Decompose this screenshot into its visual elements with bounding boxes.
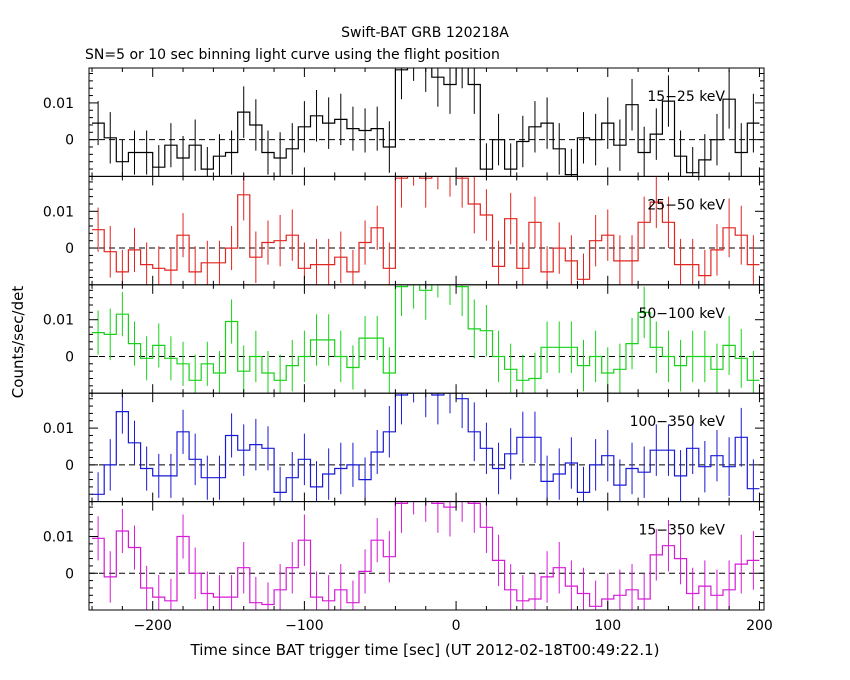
- step-line: [92, 501, 760, 607]
- panel-frame: [88, 501, 765, 611]
- y-tick-label: 0: [65, 349, 74, 365]
- chart-subtitle: SN=5 or 10 sec binning light curve using…: [85, 47, 500, 63]
- series-15-25-keV: [92, 68, 760, 177]
- y-tick-label: 0.01: [43, 96, 74, 112]
- step-line: [92, 68, 760, 176]
- x-tick-label: −100: [285, 618, 323, 634]
- panel-5: 0 0.01 15−350 keV: [43, 501, 765, 611]
- panel-4: 0 0.01 100−350 keV: [43, 392, 765, 503]
- panel-2: 0 0.01 25−50 keV: [43, 175, 765, 286]
- x-tick-label: 200: [746, 618, 773, 634]
- panel-frame: [88, 284, 765, 394]
- panel-1: 0 0.01 15−25 keV: [43, 67, 765, 177]
- y-tick-label: 0: [65, 458, 74, 474]
- series-15-350-keV: [92, 501, 760, 610]
- y-tick-label: 0: [65, 133, 74, 149]
- y-tick-label: 0: [65, 566, 74, 582]
- y-axis-label: Counts/sec/det: [9, 286, 27, 399]
- band-label: 25−50 keV: [647, 197, 725, 213]
- y-tick-label: 0.01: [43, 204, 74, 220]
- chart-title: Swift-BAT GRB 120218A: [341, 25, 509, 41]
- band-label: 15−25 keV: [647, 89, 725, 105]
- x-axis-label: Time since BAT trigger time [sec] (UT 20…: [190, 641, 660, 659]
- y-tick-label: 0.01: [43, 421, 74, 437]
- y-tick-label: 0.01: [43, 530, 74, 546]
- step-line: [92, 393, 760, 495]
- band-label: 100−350 keV: [630, 414, 726, 430]
- panels-group: 0 0.01 15−25 keV 0 0.01 25−50 keV 0 0.01 50−100 …: [43, 67, 773, 634]
- step-line: [92, 284, 760, 381]
- panel-3: 0 0.01 50−100 keV: [43, 284, 765, 394]
- series-50-100-keV: [92, 284, 760, 394]
- x-tick-label: 100: [594, 618, 621, 634]
- y-tick-label: 0.01: [43, 313, 74, 329]
- panel-frame: [88, 392, 765, 503]
- x-tick-label: 0: [452, 618, 461, 634]
- band-label: 50−100 keV: [638, 306, 725, 322]
- x-tick-label: −200: [133, 618, 171, 634]
- series-100-350-keV: [92, 393, 760, 502]
- panel-frame: [88, 175, 765, 286]
- band-label: 15−350 keV: [638, 523, 725, 539]
- y-tick-label: 0: [65, 241, 74, 257]
